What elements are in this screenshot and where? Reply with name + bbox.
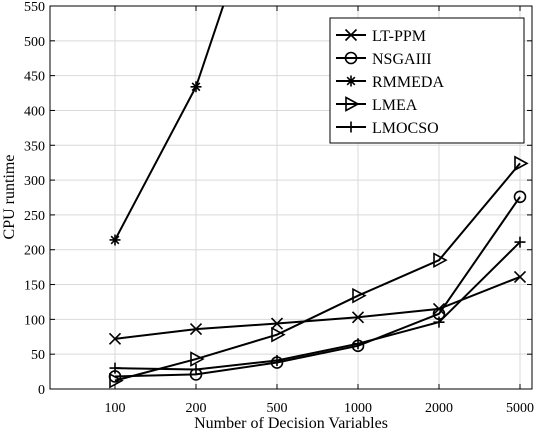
data-point xyxy=(189,323,203,336)
data-point xyxy=(344,51,358,65)
series-lmocso xyxy=(109,236,526,376)
x-tick-label: 100 xyxy=(105,401,126,416)
y-axis-title: CPU runtime xyxy=(1,155,18,240)
data-point xyxy=(345,75,357,87)
series-lt-ppm xyxy=(108,270,527,345)
data-point xyxy=(109,362,121,374)
series-rmmeda xyxy=(109,6,225,246)
data-point xyxy=(109,372,124,389)
legend-label: LT-PPM xyxy=(372,28,426,45)
data-point xyxy=(352,338,364,350)
y-tick-label: 450 xyxy=(24,70,45,85)
legend-label: LMOCSO xyxy=(372,120,439,137)
x-tick-label: 500 xyxy=(267,401,288,416)
data-point xyxy=(108,332,122,345)
y-tick-label: 400 xyxy=(24,104,45,119)
y-tick-label: 250 xyxy=(24,209,45,224)
series-line xyxy=(114,241,521,371)
data-point xyxy=(352,287,367,304)
data-point xyxy=(514,236,526,248)
y-tick-label: 150 xyxy=(24,279,45,294)
y-tick-label: 0 xyxy=(38,383,45,398)
data-point xyxy=(514,155,529,172)
y-tick-label: 300 xyxy=(24,174,45,189)
data-point xyxy=(433,316,445,328)
y-tick-label: 50 xyxy=(31,348,45,363)
data-point xyxy=(190,364,202,376)
series-layer xyxy=(108,6,529,389)
data-point xyxy=(271,326,286,343)
series-line xyxy=(114,162,521,382)
legend-label: RMMEDA xyxy=(372,74,444,91)
y-tick-label: 200 xyxy=(24,244,45,259)
y-tick-label: 500 xyxy=(24,35,45,50)
legend-entry: LMEA xyxy=(336,96,418,114)
data-point xyxy=(190,351,205,367)
legend-entry: NSGAIII xyxy=(336,51,432,68)
data-point xyxy=(513,270,527,283)
legend-label: NSGAIII xyxy=(372,51,432,68)
series-lmea xyxy=(109,155,529,389)
x-tick-label: 2000 xyxy=(425,401,453,416)
data-point xyxy=(190,81,202,93)
x-tick-label: 200 xyxy=(186,401,207,416)
data-point xyxy=(344,28,358,42)
data-point xyxy=(345,96,360,112)
series-nsgaiii xyxy=(108,190,527,383)
legend-label: LMEA xyxy=(372,97,418,114)
data-point xyxy=(351,311,365,324)
y-tick-label: 550 xyxy=(24,0,45,15)
plot-frame xyxy=(49,5,533,390)
data-point xyxy=(271,354,283,366)
y-tick-label: 350 xyxy=(24,139,45,154)
data-point xyxy=(433,252,448,269)
ticks: 0 50 100 150 200 250 300 350 400 450 500 550 100 200 5… xyxy=(24,0,534,416)
x-tick-label: 1000 xyxy=(344,401,372,416)
legend: LT-PPM NSGAIII RMMEDA LMEA LMOCSO xyxy=(329,17,525,144)
legend-entry: RMMEDA xyxy=(336,74,444,91)
series-line xyxy=(114,275,521,340)
x-axis-title: Number of Decision Variables xyxy=(194,415,388,432)
data-point xyxy=(345,121,357,133)
series-line xyxy=(114,196,521,378)
data-point xyxy=(109,234,121,246)
x-tick-label: 5000 xyxy=(506,401,534,416)
y-tick-label: 100 xyxy=(24,313,45,328)
data-point xyxy=(513,190,527,204)
legend-entry: LMOCSO xyxy=(336,120,439,137)
data-point xyxy=(270,317,284,330)
legend-entry: LT-PPM xyxy=(336,28,426,45)
